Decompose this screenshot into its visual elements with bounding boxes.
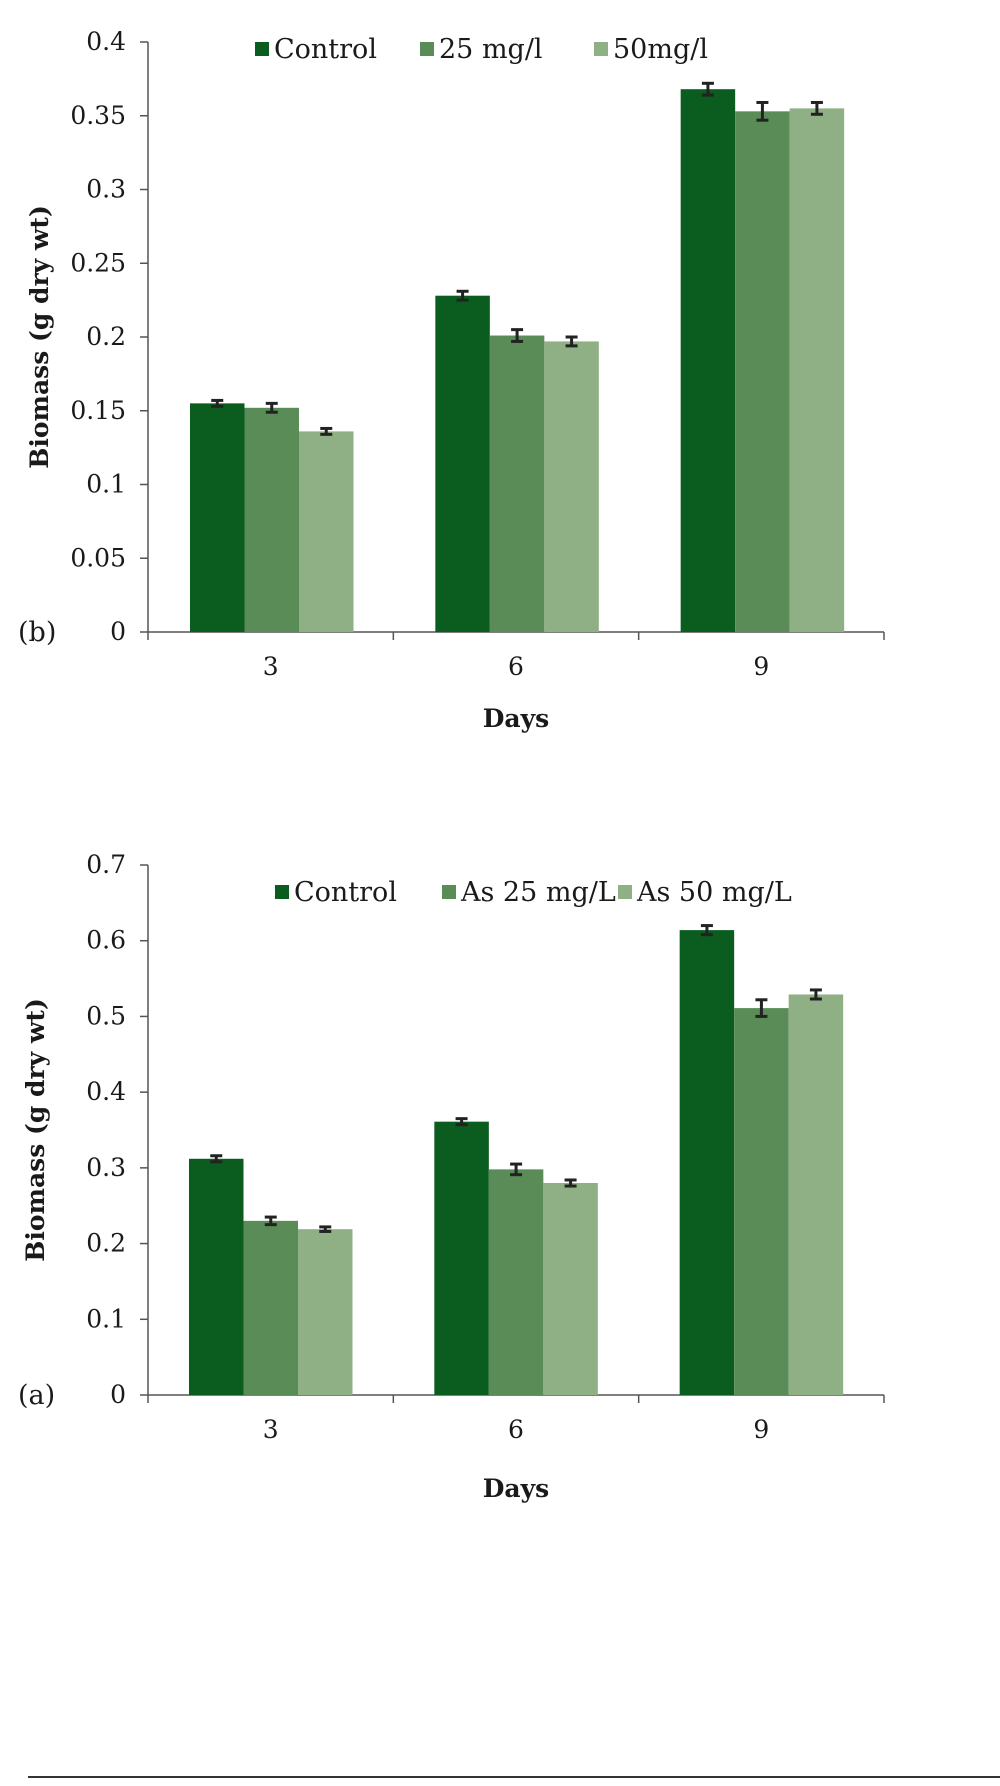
y-tick-label: 0.1 bbox=[86, 1304, 126, 1333]
legend-swatch bbox=[275, 885, 289, 899]
y-tick-label: 0.15 bbox=[70, 396, 126, 425]
x-tick-label: 9 bbox=[753, 1415, 769, 1444]
bar bbox=[788, 994, 844, 1395]
y-tick-label: 0.4 bbox=[86, 27, 126, 56]
y-axis-title: Biomass (g dry wt) bbox=[25, 205, 54, 469]
legend-label: 25 mg/l bbox=[439, 34, 543, 65]
legend-label: 50mg/l bbox=[613, 34, 708, 65]
bar bbox=[243, 1220, 298, 1395]
bar bbox=[435, 295, 490, 632]
legend-label: As 25 mg/L bbox=[460, 877, 616, 908]
x-axis-title: Days bbox=[483, 1474, 549, 1503]
chart-panel-a: 0 0.1 0.2 0.3 0.4 0.5 0.6 0.7 3 6 9 Days Biomass (g … bbox=[18, 850, 885, 1503]
bar bbox=[488, 1169, 544, 1395]
y-tick-label: 0.35 bbox=[70, 101, 126, 130]
bar bbox=[679, 930, 735, 1395]
legend-swatch bbox=[442, 885, 456, 899]
bar bbox=[434, 1121, 489, 1395]
legend-swatch bbox=[594, 42, 608, 56]
bar bbox=[734, 1008, 789, 1395]
x-tick-label: 3 bbox=[263, 652, 279, 681]
y-tick-label: 0.3 bbox=[86, 175, 126, 204]
bar bbox=[189, 1158, 244, 1395]
y-tick-label: 0.25 bbox=[70, 248, 126, 277]
x-axis-title: Days bbox=[483, 704, 549, 733]
bar bbox=[489, 335, 545, 632]
y-tick-label: 0 bbox=[110, 617, 126, 646]
legend-swatch bbox=[255, 42, 269, 56]
y-tick-label: 0.3 bbox=[86, 1153, 126, 1182]
y-tick-label: 0.6 bbox=[86, 926, 126, 955]
x-tick-label: 6 bbox=[508, 652, 524, 681]
chart-panel-b: 0 0.05 0.1 0.15 0.2 0.25 0.3 0.35 0.4 3 6 9 Days Biom… bbox=[18, 27, 885, 733]
legend-label: Control bbox=[294, 877, 397, 908]
bar bbox=[298, 1229, 353, 1395]
bar bbox=[735, 111, 790, 632]
legend-swatch bbox=[618, 885, 632, 899]
y-tick-label: 0.1 bbox=[86, 470, 126, 499]
bar bbox=[544, 341, 599, 632]
bar bbox=[543, 1183, 598, 1395]
legend-label: As 50 mg/L bbox=[636, 877, 792, 908]
bar bbox=[299, 431, 354, 632]
legend-label: Control bbox=[274, 34, 377, 65]
y-tick-label: 0.2 bbox=[86, 1229, 126, 1258]
x-tick-label: 3 bbox=[263, 1415, 279, 1444]
bottom-rule bbox=[28, 1776, 1000, 1778]
panel-label: (b) bbox=[18, 617, 56, 648]
y-axis-title: Biomass (g dry wt) bbox=[21, 998, 50, 1262]
legend-swatch bbox=[420, 42, 434, 56]
x-tick-label: 6 bbox=[508, 1415, 524, 1444]
y-tick-label: 0.2 bbox=[86, 322, 126, 351]
bar bbox=[680, 89, 736, 632]
bar bbox=[244, 407, 299, 632]
x-tick-label: 9 bbox=[753, 652, 769, 681]
bar bbox=[190, 403, 245, 632]
panel-label: (a) bbox=[18, 1380, 55, 1411]
y-tick-label: 0.7 bbox=[86, 850, 126, 879]
bar bbox=[789, 108, 845, 632]
y-tick-label: 0.4 bbox=[86, 1077, 126, 1106]
y-tick-label: 0 bbox=[110, 1380, 126, 1409]
y-tick-label: 0.5 bbox=[86, 1001, 126, 1030]
y-tick-label: 0.05 bbox=[70, 543, 126, 572]
